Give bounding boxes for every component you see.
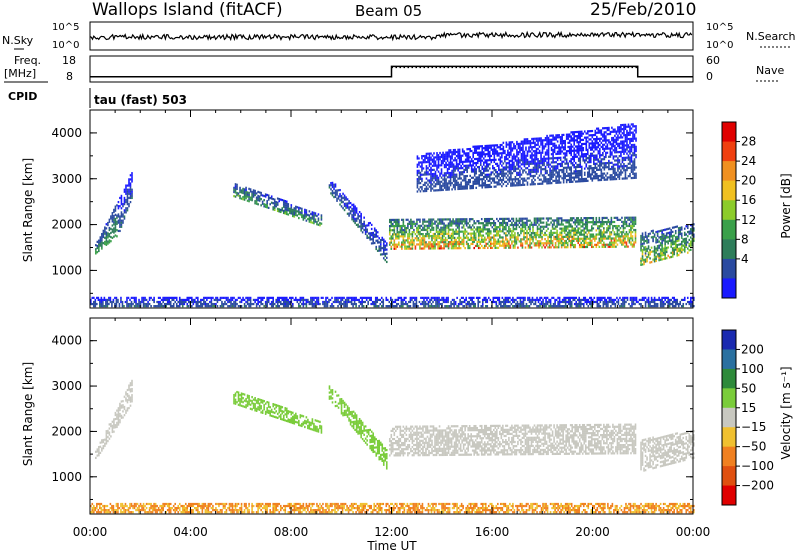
nave-tick-top: 60 <box>706 54 720 67</box>
time-tick-label: 16:00 <box>475 525 510 539</box>
colorbar-swatch <box>722 278 736 299</box>
velocity-colorbar: 200 100 50 15 −15 −50 −100 −200 <box>721 329 774 506</box>
colorbar-swatch <box>722 407 736 428</box>
range-tick-label: 3000 <box>51 379 82 393</box>
colorbar-tick-label: 24 <box>741 154 756 168</box>
power-axes: 1000 2000 3000 4000 <box>51 110 694 308</box>
noise-left-label: N.Sky <box>2 34 34 47</box>
colorbar-swatch <box>722 161 736 182</box>
power-colorbar-label: Power [dB] <box>779 173 793 238</box>
noise-left-tick-top: 10^5 <box>52 22 79 33</box>
noise-right-tick-bottom: 10^0 <box>706 40 733 51</box>
freq-tick-bottom: 8 <box>66 70 73 83</box>
freq-label: Freq. <box>14 54 41 67</box>
colorbar-tick-label: −15 <box>741 420 766 434</box>
power-ylabel: Slant Range [km] <box>21 158 35 262</box>
colorbar-swatch <box>722 485 736 506</box>
colorbar-swatch <box>722 219 736 240</box>
colorbar-tick-label: −50 <box>741 440 766 454</box>
colorbar-tick-label: 200 <box>741 342 764 356</box>
power-echoes <box>90 123 695 308</box>
colorbar-tick-label: 8 <box>741 232 749 246</box>
range-tick-label: 4000 <box>51 126 82 140</box>
station-title: Wallops Island (fitACF) <box>92 0 283 20</box>
colorbar-tick-label: 100 <box>741 362 764 376</box>
power-panel: 1000 2000 3000 4000 Slant Range [km] 28 24 20… <box>21 109 793 309</box>
time-tick-label: 08:00 <box>274 525 309 539</box>
colorbar-tick-label: −200 <box>741 479 774 493</box>
beam-title: Beam 05 <box>355 2 422 20</box>
colorbar-tick-label: 15 <box>741 401 756 415</box>
freq-unit: [MHz] <box>4 67 36 80</box>
velocity-panel: 1000 2000 3000 4000 Slant Range [km] 200 100… <box>21 317 793 515</box>
frequency-panel: Freq. [MHz] 18 8 60 0 Nave <box>4 54 784 83</box>
frequency-trace <box>90 65 693 78</box>
range-tick-label: 3000 <box>51 172 82 186</box>
time-axis-label: Time UT <box>366 539 417 553</box>
colorbar-swatch <box>722 330 736 350</box>
colorbar-swatch <box>722 466 736 487</box>
time-tick-label: 12:00 <box>374 525 409 539</box>
colorbar-tick-label: 50 <box>741 381 756 395</box>
range-tick-label: 2000 <box>51 218 82 232</box>
range-tick-label: 4000 <box>51 334 82 348</box>
power-colorbar: 28 24 20 16 12 8 4 <box>721 121 756 299</box>
colorbar-swatch <box>722 388 736 409</box>
nave-label: Nave <box>756 64 784 77</box>
date-title: 25/Feb/2010 <box>590 0 696 20</box>
colorbar-swatch <box>722 180 736 201</box>
nave-tick-bottom: 0 <box>706 70 713 83</box>
colorbar-tick-label: 4 <box>741 252 749 266</box>
colorbar-swatch <box>722 427 736 448</box>
colorbar-swatch <box>722 122 736 143</box>
velocity-colorbar-label: Velocity [m s⁻¹] <box>779 366 793 459</box>
velocity-ylabel: Slant Range [km] <box>21 362 35 466</box>
colorbar-swatch <box>722 446 736 467</box>
colorbar-tick-label: 16 <box>741 193 756 207</box>
noise-panel: N.Sky 10^5 10^0 10^5 10^0 N.Search <box>2 21 796 51</box>
freq-tick-top: 18 <box>62 54 76 67</box>
colorbar-tick-label: −100 <box>741 459 774 473</box>
range-tick-label: 1000 <box>51 470 82 484</box>
noise-right-label: N.Search <box>746 30 796 43</box>
time-tick-label: 00:00 <box>676 525 711 539</box>
colorbar-swatch <box>722 258 736 279</box>
noise-right-tick-top: 10^5 <box>706 22 733 33</box>
time-tick-label: 00:00 <box>73 525 108 539</box>
cpid-value: tau (fast) 503 <box>94 93 187 107</box>
noise-left-tick-bottom: 10^0 <box>52 40 79 51</box>
colorbar-tick-label: 12 <box>741 213 756 227</box>
cpid-label: CPID <box>8 90 37 103</box>
velocity-axes: 1000 2000 3000 4000 <box>51 318 694 514</box>
range-tick-label: 2000 <box>51 424 82 438</box>
colorbar-tick-label: 20 <box>741 174 756 188</box>
colorbar-swatch <box>722 200 736 221</box>
time-tick-label: 20:00 <box>575 525 610 539</box>
colorbar-swatch <box>722 368 736 389</box>
colorbar-tick-label: 28 <box>741 135 756 149</box>
time-tick-label: 04:00 <box>173 525 208 539</box>
velocity-echoes <box>90 379 695 514</box>
time-axis: 00:00 04:00 08:00 12:00 16:00 20:00 00:00 <box>73 525 711 539</box>
range-tick-label: 1000 <box>51 263 82 277</box>
colorbar-swatch <box>722 141 736 162</box>
colorbar-swatch <box>722 239 736 260</box>
colorbar-swatch <box>722 349 736 370</box>
noise-trace <box>89 30 693 42</box>
